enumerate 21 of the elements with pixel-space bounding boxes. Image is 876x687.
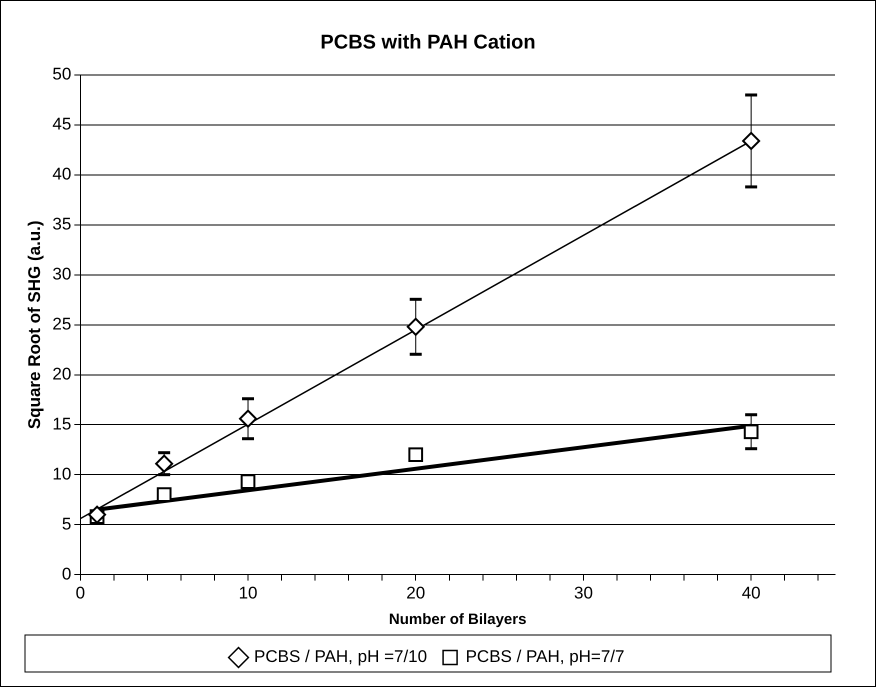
x-tick-label: 40 [742,583,761,602]
legend-label: PCBS / PAH, pH=7/7 [466,647,624,666]
x-tick-label: 10 [238,583,258,602]
y-tick-label: 25 [52,314,72,334]
x-axis-title: Number of Bilayers [388,611,526,628]
legend-label: PCBS / PAH, pH =7/10 [254,647,428,666]
x-tick-label: 30 [574,583,593,602]
y-tick-label: 10 [52,464,72,484]
y-tick-label: 5 [62,514,72,534]
y-tick-label: 35 [52,214,72,234]
y-tick-label: 0 [62,564,72,584]
x-tick-label: 20 [406,583,426,602]
y-tick-label: 20 [52,364,72,384]
y-tick-label: 45 [52,114,72,134]
chart-title: PCBS with PAH Cation [320,32,536,54]
y-tick-label: 15 [52,414,72,434]
y-tick-label: 50 [52,64,72,84]
y-tick-label: 30 [52,264,72,284]
y-axis-title: Square Root of SHG (a.u.) [24,220,44,430]
y-tick-label: 40 [52,164,72,184]
x-tick-label: 0 [76,583,86,602]
